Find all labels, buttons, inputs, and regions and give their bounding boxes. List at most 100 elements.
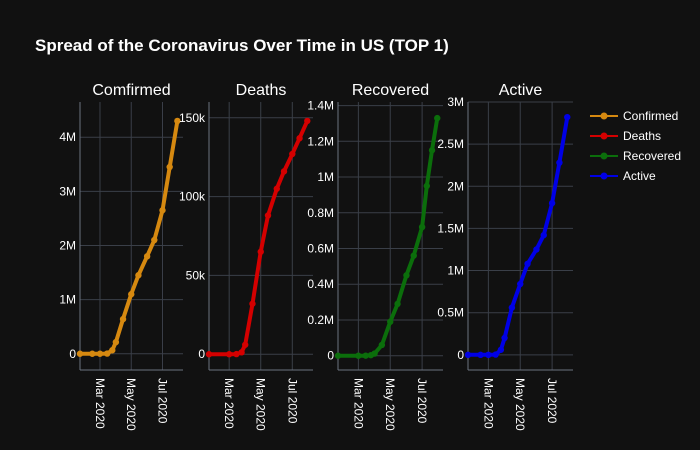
legend-label: Deaths	[623, 129, 661, 143]
subplot-title: Deaths	[236, 82, 287, 99]
data-point	[524, 260, 531, 268]
data-point	[434, 114, 441, 122]
y-tick-label: 0.5M	[437, 306, 464, 320]
data-point	[135, 272, 142, 279]
data-point	[492, 351, 499, 358]
data-point	[533, 246, 540, 253]
data-point	[89, 350, 96, 357]
data-point	[477, 351, 484, 359]
y-tick-label: 2M	[59, 238, 76, 252]
data-point	[249, 300, 256, 307]
data-point	[96, 350, 104, 357]
y-tick-label: 150k	[179, 111, 206, 125]
x-tick-label: May 2020	[254, 378, 268, 431]
data-point	[257, 248, 264, 255]
data-point	[464, 351, 472, 359]
data-point	[418, 223, 426, 231]
data-point	[143, 253, 151, 260]
data-point	[355, 352, 362, 359]
legend-label: Confirmed	[623, 109, 678, 123]
data-point	[289, 150, 296, 158]
y-tick-label: 1M	[59, 293, 76, 307]
y-tick-label: 0.8M	[307, 206, 334, 220]
data-point	[205, 351, 213, 358]
chart-title: Spread of the Coronavirus Over Time in U…	[35, 36, 449, 55]
subplot-active: 0 0.5M 1M 1.5M 2M 2.5M 3M Mar 2020 May 2020 Jul 2…	[437, 82, 573, 431]
legend-marker	[600, 172, 608, 180]
subplot-recovered: 0 0.2M 0.4M 0.6M 0.8M 1M 1.2M 1.4M Mar 2020 May 2…	[307, 82, 443, 431]
subplot-confirmed: 0 1M 2M 3M 4M Mar 2020 May 2020 Jul 2020 Comfirm…	[59, 82, 183, 431]
data-point	[371, 350, 378, 357]
data-point	[174, 117, 181, 125]
data-point	[159, 207, 166, 214]
data-point	[556, 159, 563, 166]
data-point	[76, 350, 84, 357]
data-point	[501, 334, 508, 342]
data-point	[378, 341, 386, 349]
data-point	[304, 117, 311, 125]
y-tick-label: 0	[69, 347, 76, 361]
y-tick-label: 4M	[59, 130, 76, 144]
y-tick-label: 3M	[447, 95, 464, 109]
data-point	[362, 352, 369, 359]
y-tick-label: 0	[457, 348, 464, 362]
legend-marker	[600, 132, 608, 140]
y-tick-label: 100k	[179, 190, 206, 204]
subplot-deaths: 0 50k 100k 150k Mar 2020 May 2020 Jul 2020 Deat…	[179, 82, 313, 431]
data-point	[548, 199, 556, 207]
data-point	[109, 347, 116, 354]
y-tick-label: 0	[327, 349, 334, 363]
y-tick-label: 0.6M	[307, 242, 334, 256]
data-point	[225, 351, 233, 358]
legend: Confirmed Deaths Recovered Active	[590, 109, 681, 183]
data-point	[508, 304, 516, 311]
data-point	[485, 351, 492, 359]
data-point	[403, 272, 410, 279]
y-tick-label: 50k	[186, 268, 206, 282]
data-point	[166, 163, 173, 171]
data-point	[128, 291, 135, 298]
y-tick-label: 1.2M	[307, 134, 334, 148]
x-tick-label: Jul 2020	[415, 378, 429, 424]
x-tick-label: Jul 2020	[156, 378, 170, 424]
data-point	[238, 349, 245, 356]
y-tick-label: 1.4M	[307, 99, 334, 113]
x-tick-label: Jul 2020	[545, 378, 559, 424]
data-point	[410, 252, 417, 259]
x-tick-label: May 2020	[124, 378, 138, 431]
y-tick-label: 2M	[447, 179, 464, 193]
x-tick-label: Mar 2020	[222, 378, 236, 429]
x-tick-label: Mar 2020	[481, 378, 495, 429]
data-point	[273, 185, 280, 192]
legend-label: Active	[623, 169, 656, 183]
y-tick-label: 1M	[317, 170, 334, 184]
y-tick-label: 1.5M	[437, 221, 464, 235]
data-point	[280, 168, 288, 175]
y-tick-label: 3M	[59, 184, 76, 198]
data-point	[112, 338, 120, 346]
x-tick-label: Jul 2020	[285, 378, 299, 424]
x-tick-label: Mar 2020	[93, 378, 107, 429]
legend-marker	[600, 152, 608, 160]
subplot-title: Recovered	[352, 82, 429, 99]
y-tick-label: 1M	[447, 264, 464, 278]
y-tick-label: 0.2M	[307, 313, 334, 327]
data-point	[119, 315, 127, 323]
y-tick-label: 2.5M	[437, 137, 464, 151]
legend-marker	[600, 112, 608, 120]
data-point	[334, 352, 342, 359]
data-point	[151, 236, 158, 244]
subplot-title: Comfirmed	[92, 82, 170, 99]
data-point	[428, 147, 436, 154]
x-tick-label: May 2020	[383, 378, 397, 431]
data-point	[497, 346, 505, 353]
data-point	[233, 350, 240, 358]
data-point	[242, 341, 249, 348]
data-point	[540, 231, 547, 239]
data-point	[264, 212, 272, 219]
y-tick-label: 0	[198, 347, 205, 361]
data-point	[517, 280, 524, 288]
data-point	[423, 182, 431, 190]
data-point	[296, 135, 303, 142]
